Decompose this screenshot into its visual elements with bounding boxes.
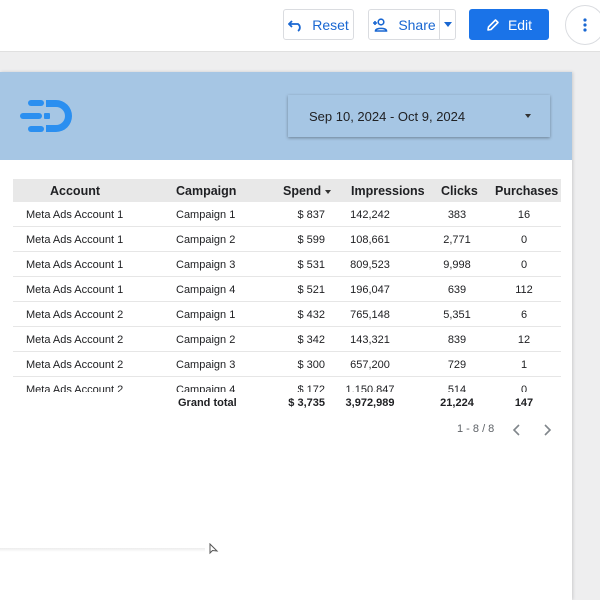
cell-impressions: 809,523 [350, 259, 390, 271]
column-header-spend[interactable]: Spend [283, 184, 332, 198]
cell-account: Meta Ads Account 1 [26, 259, 124, 271]
more-vert-icon [583, 18, 587, 32]
cell-spend: $ 300 [297, 359, 325, 371]
cell-campaign: Campaign 4 [176, 284, 236, 296]
column-header-campaign[interactable]: Campaign [176, 184, 237, 198]
brand-logo [20, 100, 72, 132]
cell-account: Meta Ads Account 2 [26, 384, 124, 392]
cell-spend: $ 599 [297, 234, 325, 246]
edit-button[interactable]: Edit [469, 9, 549, 40]
chevron-right-icon[interactable] [540, 423, 554, 437]
cell-campaign: Campaign 4 [176, 384, 236, 392]
sort-desc-icon [325, 189, 332, 194]
column-header-purchases[interactable]: Purchases [495, 184, 559, 198]
mouse-cursor-icon [209, 543, 219, 555]
cell-account: Meta Ads Account 2 [26, 309, 124, 321]
cell-purchases: 0 [520, 384, 528, 392]
report-header-banner: Sep 10, 2024 - Oct 9, 2024 [0, 72, 572, 160]
cell-campaign: Campaign 1 [176, 309, 236, 321]
caret-down-icon [443, 22, 452, 27]
grand-total-label: Grand total [178, 397, 237, 409]
table-row: Meta Ads Account 2 Campaign 1 $ 432 765,… [13, 302, 561, 327]
cell-account: Meta Ads Account 1 [26, 209, 124, 221]
cell-impressions: 1,150,847 [345, 384, 395, 392]
cell-campaign: Campaign 3 [176, 359, 236, 371]
pagination-status: 1 - 8 / 8 [457, 423, 495, 435]
cell-campaign: Campaign 2 [176, 234, 236, 246]
cell-campaign: Campaign 3 [176, 259, 236, 271]
person-add-icon [373, 17, 388, 32]
cell-clicks: 839 [447, 334, 467, 346]
cell-clicks: 729 [447, 359, 467, 371]
cell-account: Meta Ads Account 1 [26, 284, 124, 296]
cell-impressions: 142,242 [350, 209, 390, 221]
canvas-edge [0, 548, 205, 552]
table-row: Meta Ads Account 2 Campaign 4 $ 172 1,15… [13, 377, 561, 392]
cell-clicks: 639 [447, 284, 467, 296]
reset-label: Reset [312, 16, 349, 33]
cell-clicks: 2,771 [443, 234, 471, 246]
cell-purchases: 112 [515, 284, 533, 296]
column-header-account[interactable]: Account [50, 184, 100, 198]
cell-impressions: 143,321 [350, 334, 390, 346]
cell-impressions: 196,047 [350, 284, 390, 296]
edit-label: Edit [507, 16, 533, 33]
cell-spend: $ 172 [297, 384, 325, 392]
undo-icon [288, 19, 301, 32]
cell-account: Meta Ads Account 2 [26, 359, 124, 371]
cell-campaign: Campaign 1 [176, 209, 236, 221]
table-body[interactable]: Meta Ads Account 1 Campaign 1 $ 837 142,… [13, 202, 561, 392]
cell-clicks: 5,351 [443, 309, 471, 321]
reset-button[interactable]: Reset [283, 9, 354, 40]
dropdown-caret-icon [525, 114, 531, 118]
cell-purchases: 6 [520, 309, 528, 321]
cell-account: Meta Ads Account 2 [26, 334, 124, 346]
cell-spend: $ 531 [297, 259, 325, 271]
share-button[interactable]: Share [368, 9, 440, 40]
chevron-left-icon[interactable] [510, 423, 524, 437]
more-options-button[interactable] [565, 5, 600, 45]
cell-spend: $ 342 [297, 334, 325, 346]
table-row: Meta Ads Account 2 Campaign 2 $ 342 143,… [13, 327, 561, 352]
total-impressions: 3,972,989 [345, 397, 395, 409]
cell-impressions: 765,148 [350, 309, 390, 321]
cell-clicks: 514 [447, 384, 467, 392]
cell-purchases: 16 [517, 209, 531, 221]
cell-spend: $ 432 [297, 309, 325, 321]
total-clicks: 21,224 [440, 397, 474, 409]
cell-clicks: 383 [447, 209, 467, 221]
column-header-clicks[interactable]: Clicks [441, 184, 478, 198]
cell-account: Meta Ads Account 1 [26, 234, 124, 246]
cell-impressions: 108,661 [350, 234, 390, 246]
cell-purchases: 1 [520, 359, 528, 371]
table-row: Meta Ads Account 2 Campaign 3 $ 300 657,… [13, 352, 561, 377]
cell-purchases: 0 [520, 259, 528, 271]
pencil-icon [487, 18, 499, 31]
report-toolbar: Reset Share Edit [0, 0, 600, 52]
date-range-picker[interactable]: Sep 10, 2024 - Oct 9, 2024 [288, 95, 550, 137]
table-row: Meta Ads Account 1 Campaign 2 $ 599 108,… [13, 227, 561, 252]
cell-spend: $ 837 [297, 209, 325, 221]
cell-spend: $ 521 [297, 284, 325, 296]
share-menu-button[interactable] [439, 9, 456, 40]
report-canvas: Sep 10, 2024 - Oct 9, 2024 [0, 72, 572, 600]
total-spend: $ 3,735 [288, 397, 325, 409]
share-label: Share [398, 16, 436, 33]
total-purchases: 147 [514, 397, 534, 409]
cell-impressions: 657,200 [350, 359, 390, 371]
table-header: Account Campaign Spend Impressions Click… [13, 179, 561, 202]
table-row: Meta Ads Account 1 Campaign 4 $ 521 196,… [13, 277, 561, 302]
cell-clicks: 9,998 [443, 259, 471, 271]
column-header-impressions[interactable]: Impressions [351, 184, 425, 198]
cell-purchases: 0 [520, 234, 528, 246]
column-header-spend-label: Spend [283, 184, 322, 198]
cell-campaign: Campaign 2 [176, 334, 236, 346]
grand-total-row: Grand total $ 3,735 3,972,989 21,224 147 [13, 397, 561, 413]
cell-purchases: 12 [517, 334, 531, 346]
date-range-value: Sep 10, 2024 - Oct 9, 2024 [309, 108, 466, 124]
table-row: Meta Ads Account 1 Campaign 1 $ 837 142,… [13, 202, 561, 227]
table-row: Meta Ads Account 1 Campaign 3 $ 531 809,… [13, 252, 561, 277]
